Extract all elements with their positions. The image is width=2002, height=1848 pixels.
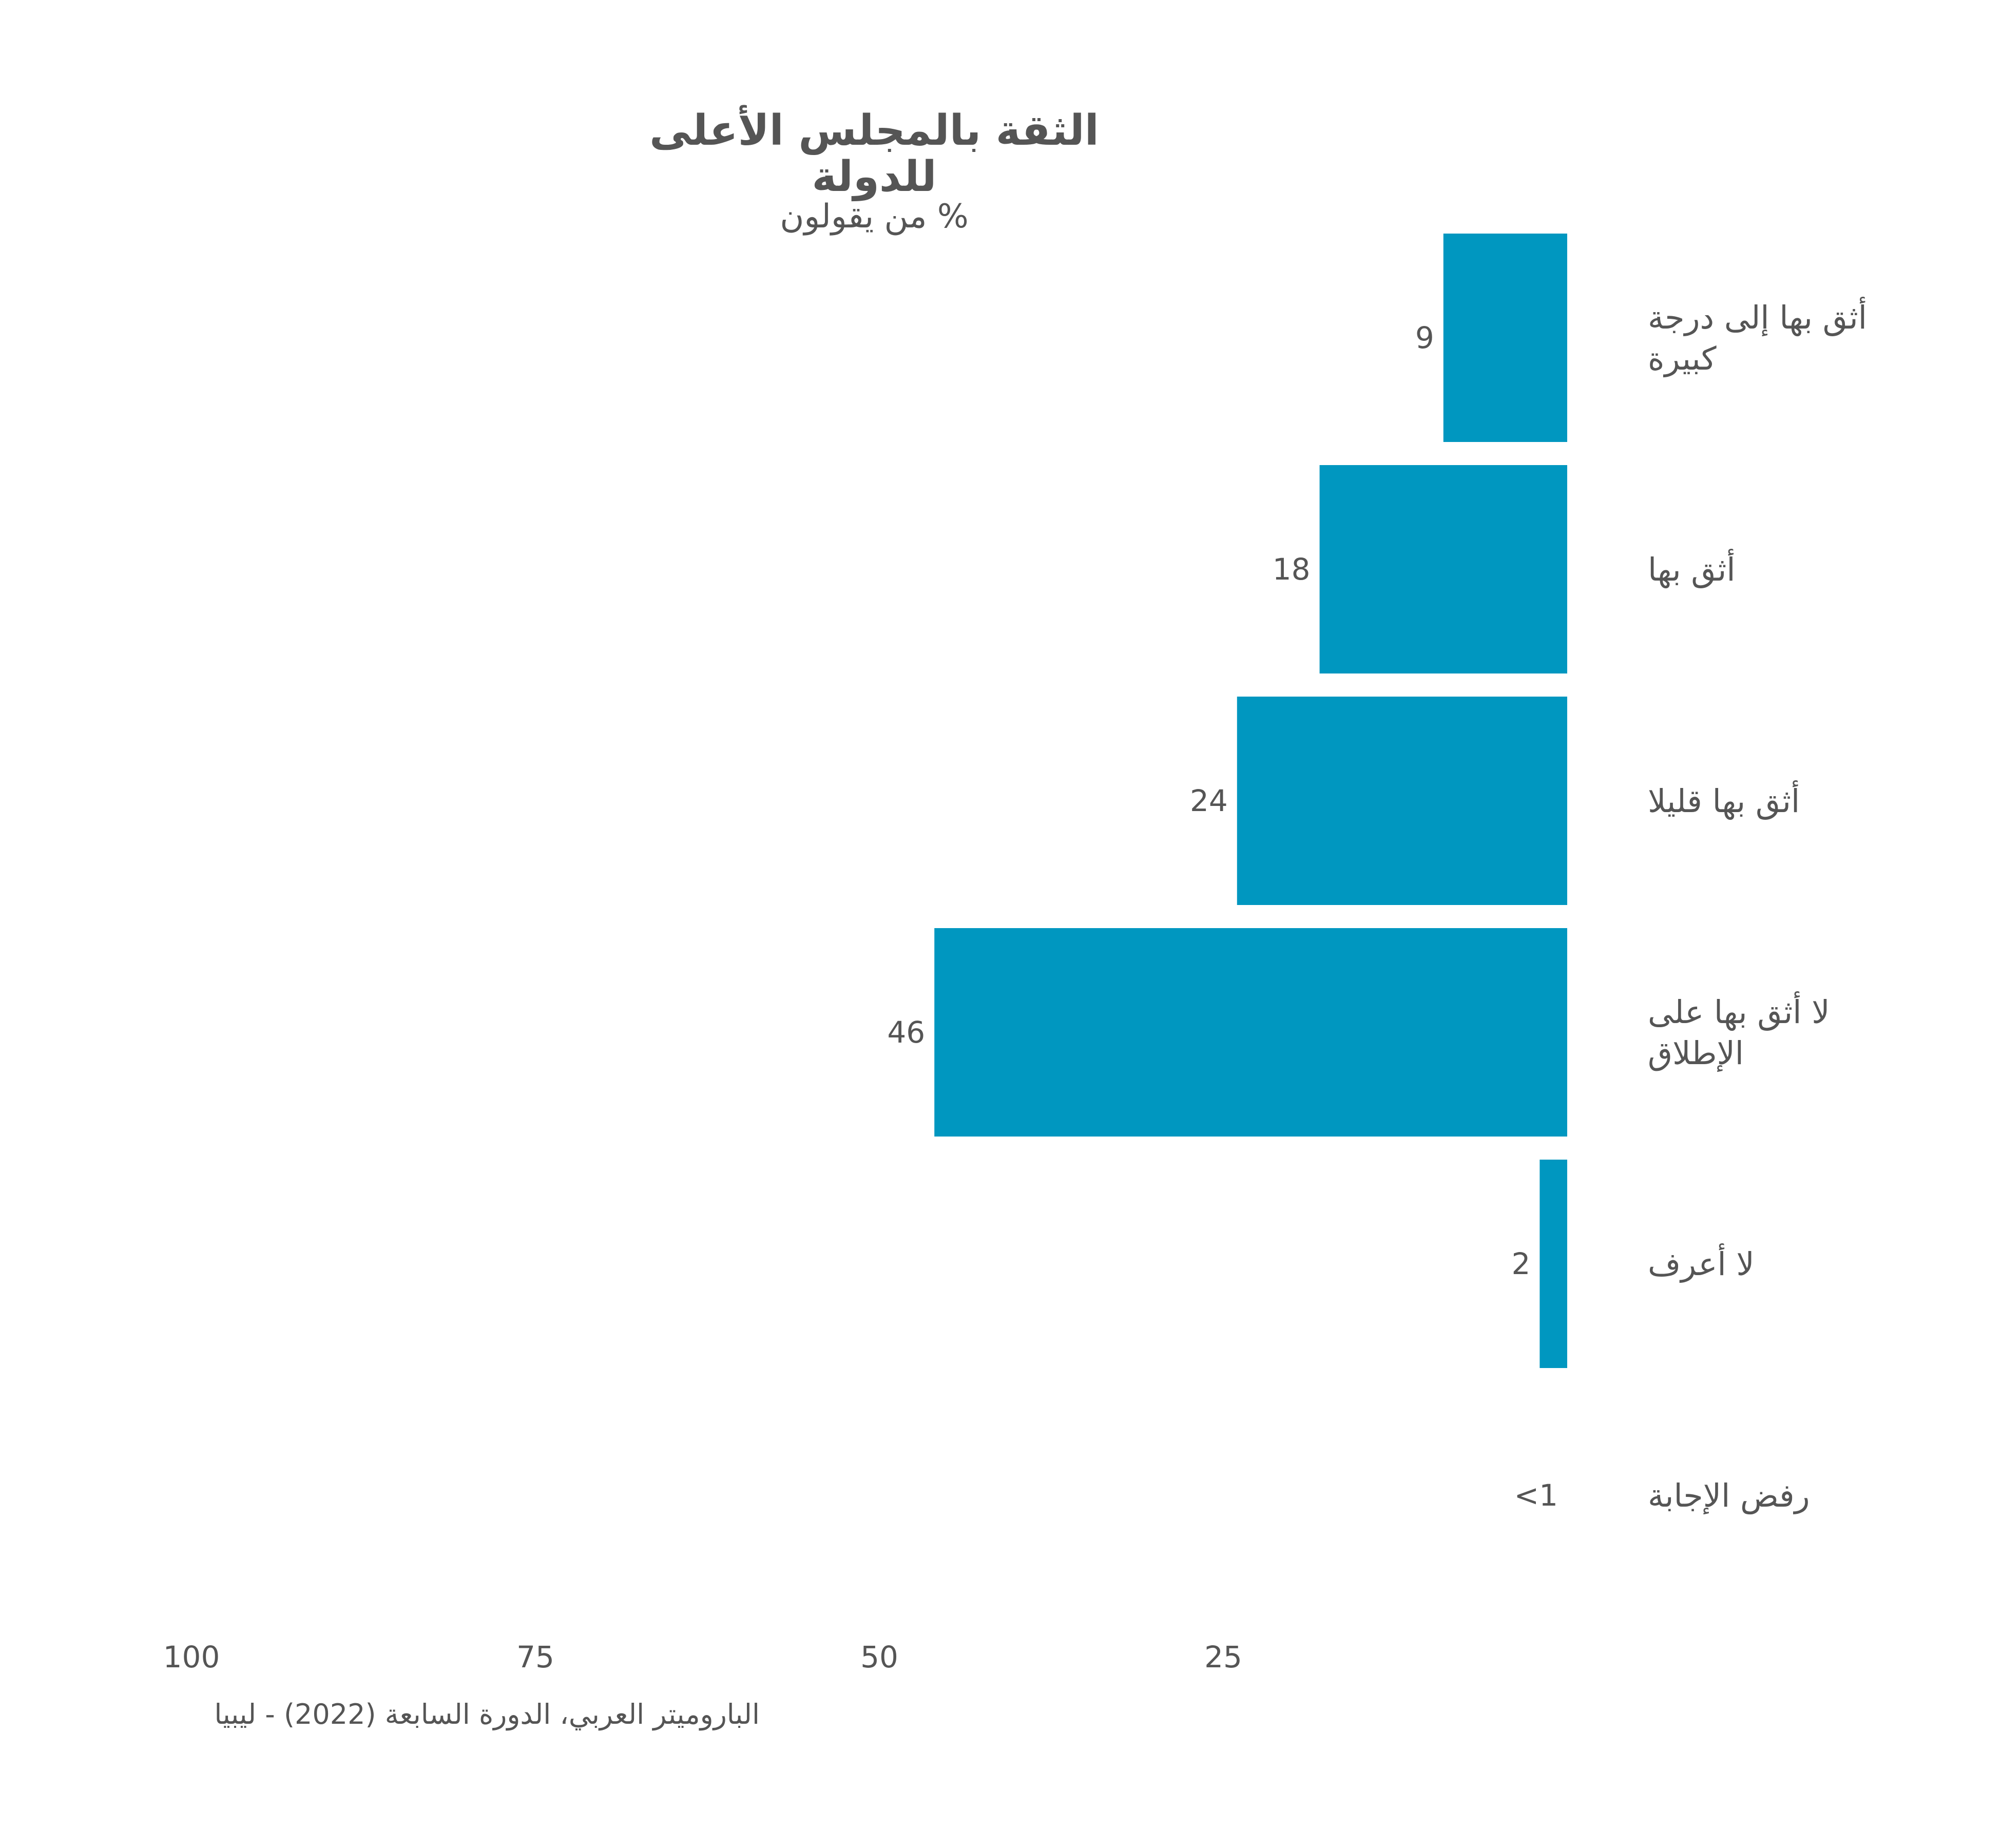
x-axis-ticks: 25 50 75 100	[163, 1640, 1242, 1674]
x-tick-label-50: 50	[860, 1640, 898, 1674]
value-labels-layer: 9 18 24 46 2 <1	[887, 320, 1558, 1513]
x-tick-label-75: 75	[516, 1640, 554, 1674]
bars-layer	[934, 234, 1567, 1368]
value-label-2: 18	[1273, 552, 1311, 587]
category-label-2: أثق بها	[1648, 549, 1736, 589]
x-tick-label-100: 100	[163, 1640, 220, 1674]
category-labels-layer: أثق بها إلى درجة كبيرة أثق بها أثق بها قليل…	[1648, 297, 1867, 1515]
category-label-6: رفض الإجابة	[1648, 1477, 1810, 1515]
value-label-1: 9	[1415, 320, 1434, 355]
category-label-5: لا أعرف	[1648, 1243, 1755, 1283]
bar-1	[1443, 234, 1567, 442]
value-label-6: <1	[1514, 1478, 1558, 1513]
bar-5	[1539, 1160, 1567, 1368]
category-label-3: أثق بها قليلا	[1648, 780, 1800, 820]
title-block: الثقة بالمجلس الأعلى للدولة % من يقولون	[587, 106, 1162, 236]
bar-3	[1237, 697, 1567, 905]
chart-subtitle: % من يقولون	[780, 198, 969, 236]
source-note: الباروميتر العربي، الدورة السابعة (2022)…	[214, 1698, 760, 1730]
category-label-4: لا أثق بها على الإطلاق	[1648, 991, 1830, 1072]
value-label-4: 46	[887, 1015, 925, 1050]
value-label-3: 24	[1190, 783, 1228, 818]
bar-4	[934, 928, 1567, 1137]
category-label-1: أثق بها إلى درجة كبيرة	[1648, 297, 1867, 377]
chart-title: الثقة بالمجلس الأعلى للدولة	[649, 106, 1099, 202]
bar-2	[1319, 465, 1567, 673]
value-label-5: 2	[1511, 1246, 1530, 1281]
x-tick-label-25: 25	[1204, 1640, 1242, 1674]
